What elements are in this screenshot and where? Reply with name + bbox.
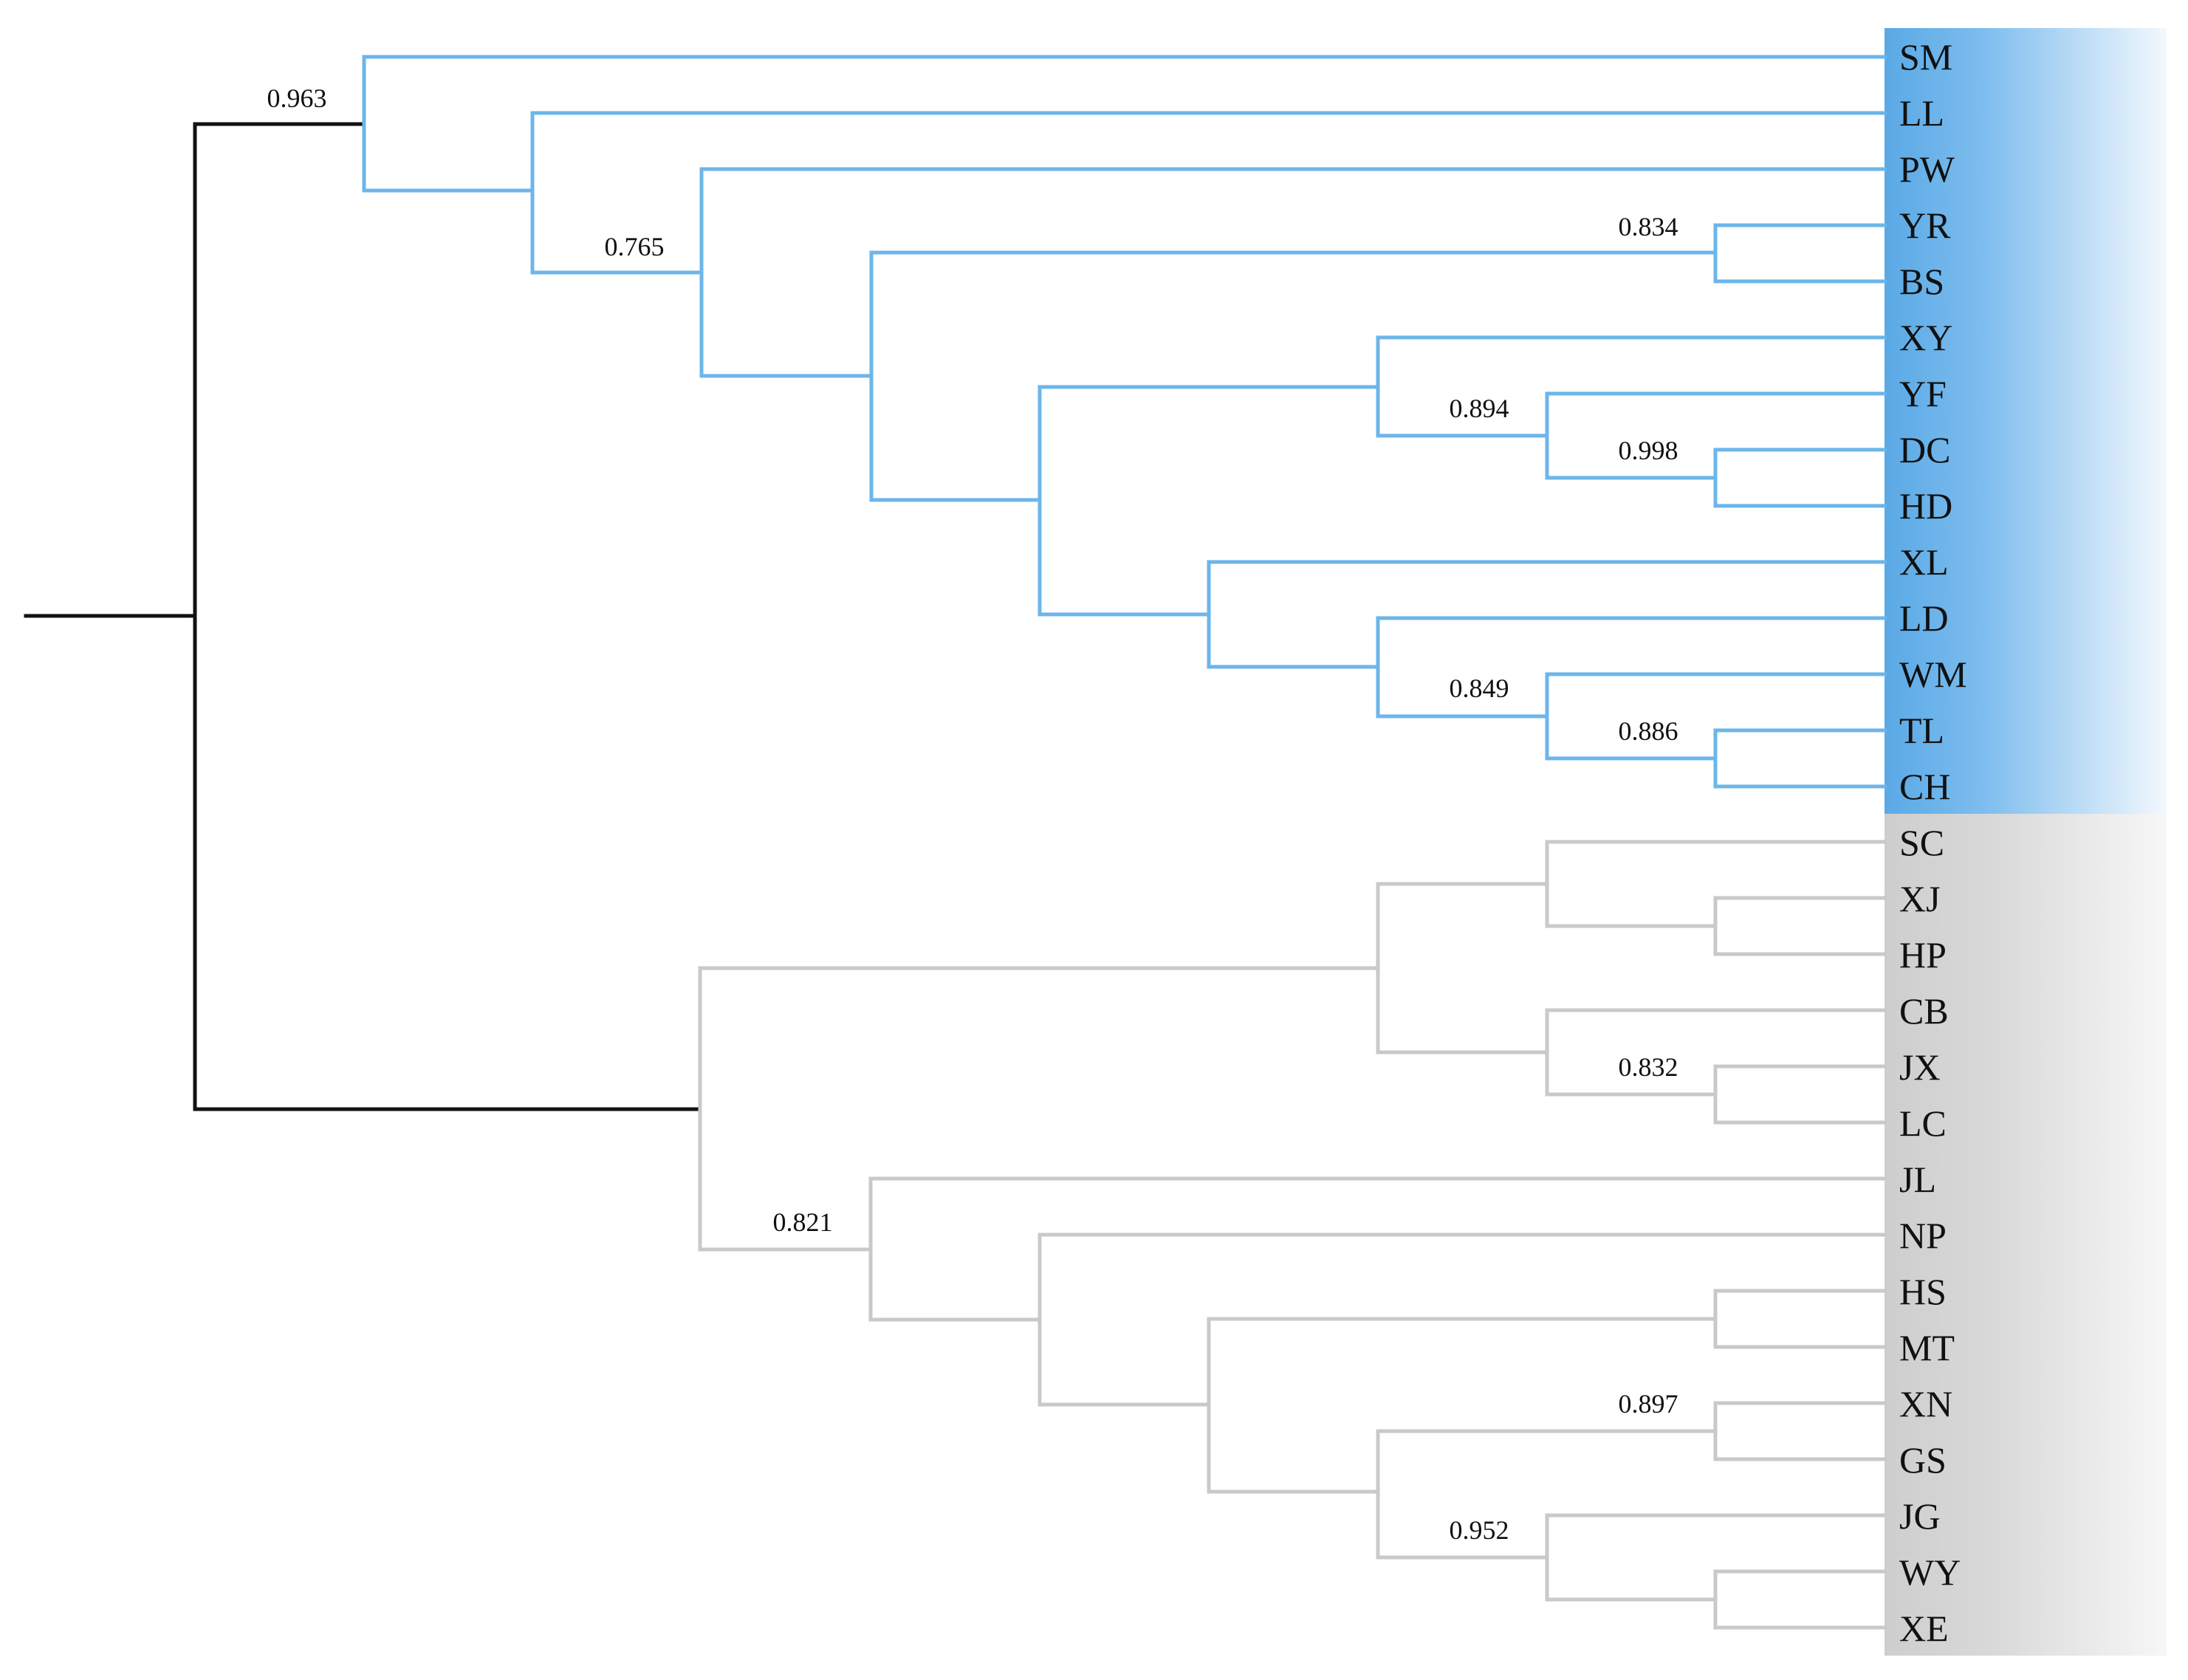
bootstrap-values: 0.963 0.765 0.834 0.894 0.998 0.849 0.88…	[267, 83, 1678, 1545]
bootstrap-value: 0.963	[267, 83, 327, 113]
leaf-labels: SM LL PW YR BS XY YF DC HD XL LD WM TL CH SC XJ HP CB JX LC…	[1899, 36, 1967, 1649]
leaf-label-xl: XL	[1899, 541, 1949, 583]
bootstrap-value: 0.897	[1619, 1389, 1678, 1419]
grey-clade-label-panel	[1885, 814, 2167, 1656]
leaf-label-lc: LC	[1899, 1103, 1947, 1144]
leaf-label-wy: WY	[1899, 1552, 1961, 1593]
leaf-label-hs: HS	[1899, 1271, 1947, 1312]
bootstrap-value: 0.886	[1619, 716, 1678, 746]
leaf-label-np: NP	[1899, 1215, 1947, 1256]
leaf-label-bs: BS	[1899, 261, 1944, 302]
leaf-label-tl: TL	[1899, 710, 1944, 751]
leaf-label-ld: LD	[1899, 597, 1949, 639]
bootstrap-value: 0.765	[605, 232, 665, 261]
bootstrap-value: 0.998	[1619, 436, 1678, 465]
leaf-label-hp: HP	[1899, 934, 1947, 976]
leaf-label-sc: SC	[1899, 822, 1944, 863]
leaf-label-sm: SM	[1899, 36, 1952, 78]
leaf-label-xj: XJ	[1899, 878, 1941, 919]
leaf-label-xy: XY	[1899, 317, 1952, 358]
bootstrap-value: 0.849	[1450, 673, 1509, 703]
bootstrap-value: 0.894	[1450, 394, 1509, 423]
leaf-label-yf: YF	[1899, 373, 1947, 414]
leaf-label-jg: JG	[1899, 1495, 1941, 1537]
bootstrap-value: 0.832	[1619, 1052, 1678, 1082]
blue-clade-label-panel	[1885, 28, 2167, 814]
leaf-label-ch: CH	[1899, 766, 1950, 807]
leaf-label-cb: CB	[1899, 990, 1949, 1032]
leaf-label-mt: MT	[1899, 1327, 1955, 1368]
leaf-label-hd: HD	[1899, 485, 1952, 527]
leaf-label-ll: LL	[1899, 92, 1944, 134]
bootstrap-value: 0.952	[1450, 1515, 1509, 1545]
leaf-label-jx: JX	[1899, 1046, 1941, 1088]
tree-branches	[24, 55, 1887, 1630]
leaf-label-pw: PW	[1899, 148, 1955, 190]
leaf-label-gs: GS	[1899, 1439, 1947, 1481]
leaf-label-dc: DC	[1899, 429, 1950, 470]
leaf-label-xn: XN	[1899, 1383, 1952, 1424]
leaf-label-yr: YR	[1899, 205, 1951, 246]
bootstrap-value: 0.834	[1619, 212, 1678, 241]
leaf-label-wm: WM	[1899, 654, 1967, 695]
bootstrap-value: 0.821	[773, 1207, 833, 1237]
leaf-label-xe: XE	[1899, 1608, 1949, 1649]
leaf-label-jl: JL	[1899, 1159, 1936, 1200]
